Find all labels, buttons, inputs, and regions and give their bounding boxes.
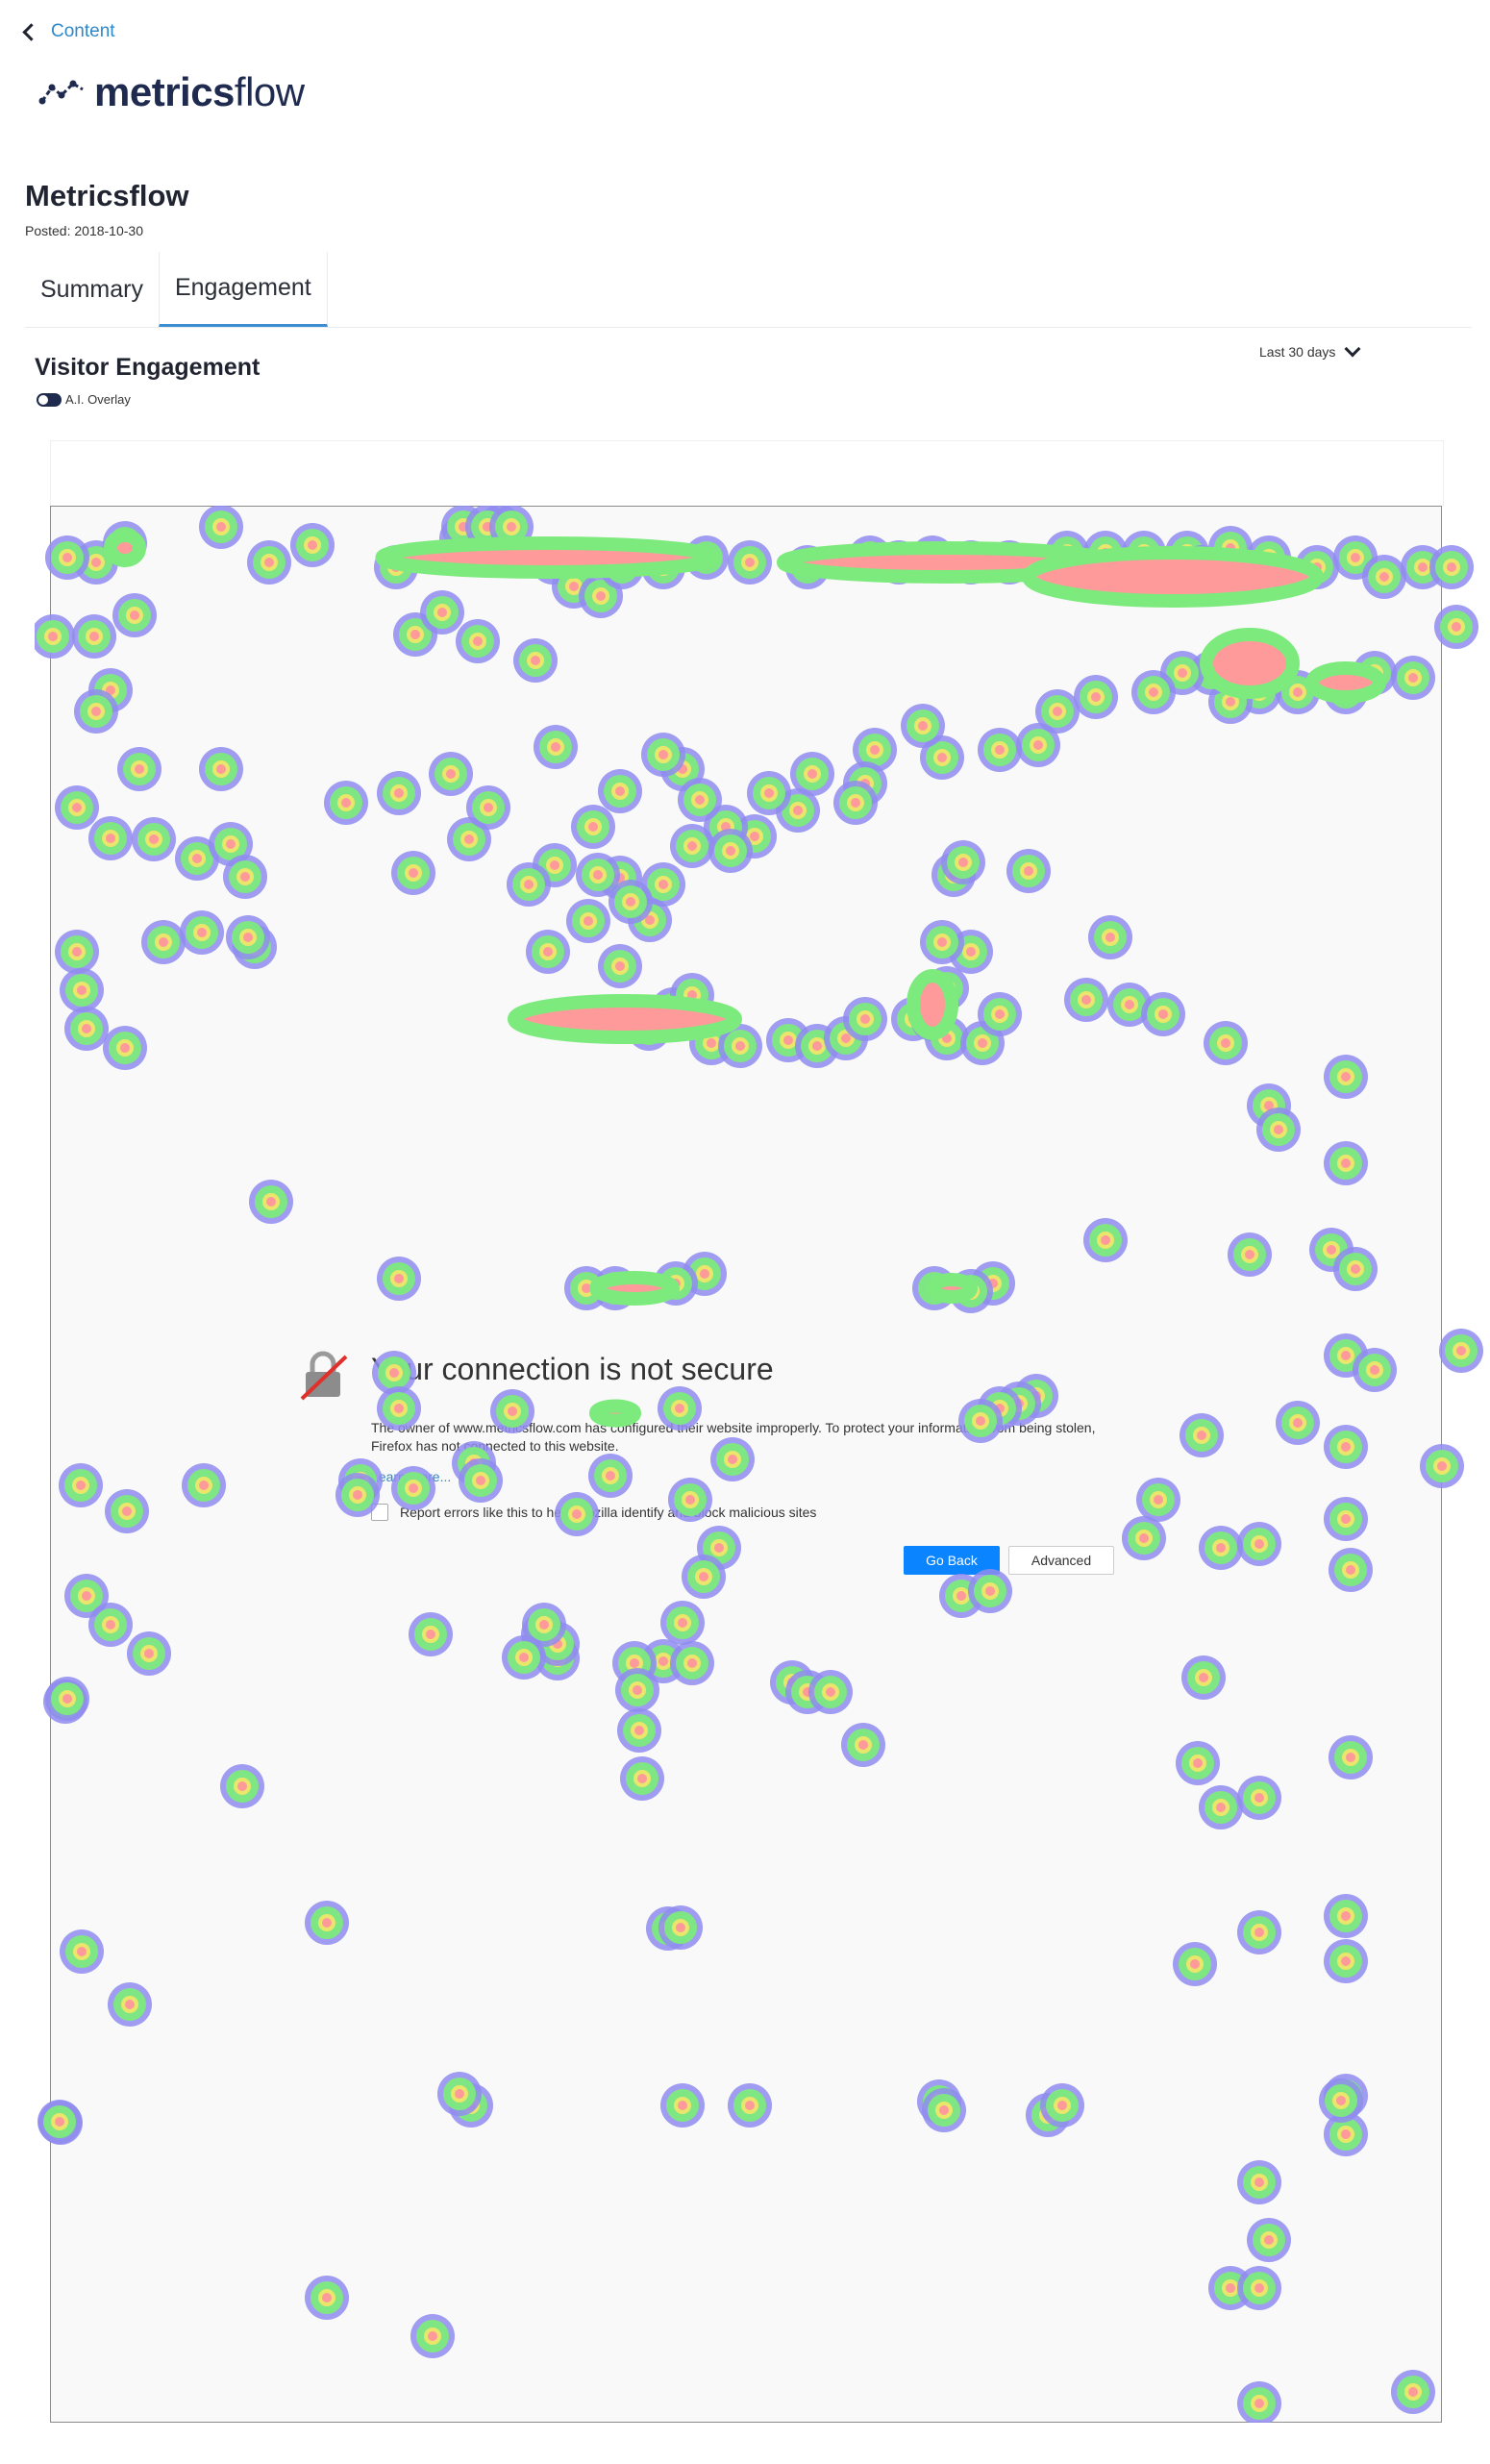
report-errors-option[interactable]: Report errors like this to help Mozilla … [371, 1504, 816, 1521]
error-title: Your connection is not secure [371, 1352, 774, 1386]
date-range-value: Last 30 days [1259, 344, 1336, 360]
report-tabs: Summary Engagement [25, 252, 1472, 328]
metricsflow-logo: metricsflow [38, 69, 305, 115]
chevron-down-icon [1344, 340, 1361, 358]
back-link-label: Content [51, 21, 115, 41]
learn-more-link[interactable]: Learn more... [371, 1469, 452, 1484]
date-range-dropdown[interactable]: Last 30 days [1259, 340, 1361, 360]
error-description: The owner of www.metricsflow.com has con… [371, 1420, 1096, 1454]
logo-wordmark: metricsflow [94, 69, 305, 114]
back-to-content-link[interactable]: Content [22, 21, 115, 42]
ai-overlay-toggle-row: A.I. Overlay [37, 392, 131, 407]
ai-overlay-toggle[interactable] [37, 392, 62, 407]
section-title: Visitor Engagement [35, 354, 261, 381]
advanced-button[interactable]: Advanced [1008, 1546, 1114, 1575]
go-back-button[interactable]: Go Back [904, 1546, 1000, 1575]
report-errors-label: Report errors like this to help Mozilla … [400, 1505, 817, 1520]
chevron-left-icon [22, 22, 40, 41]
heat-spot [1439, 1329, 1483, 1373]
tab-engagement[interactable]: Engagement [158, 252, 328, 327]
broken-lock-icon [300, 1351, 348, 1401]
trend-line-icon [38, 80, 84, 105]
page-title: Metricsflow [25, 179, 189, 212]
preview-toolbar [50, 440, 1444, 507]
posted-date: Posted: 2018-10-30 [25, 223, 143, 238]
tab-summary[interactable]: Summary [40, 275, 143, 303]
report-errors-checkbox[interactable] [371, 1504, 388, 1521]
ai-overlay-label: A.I. Overlay [65, 392, 131, 407]
page-preview-frame [50, 506, 1442, 2423]
